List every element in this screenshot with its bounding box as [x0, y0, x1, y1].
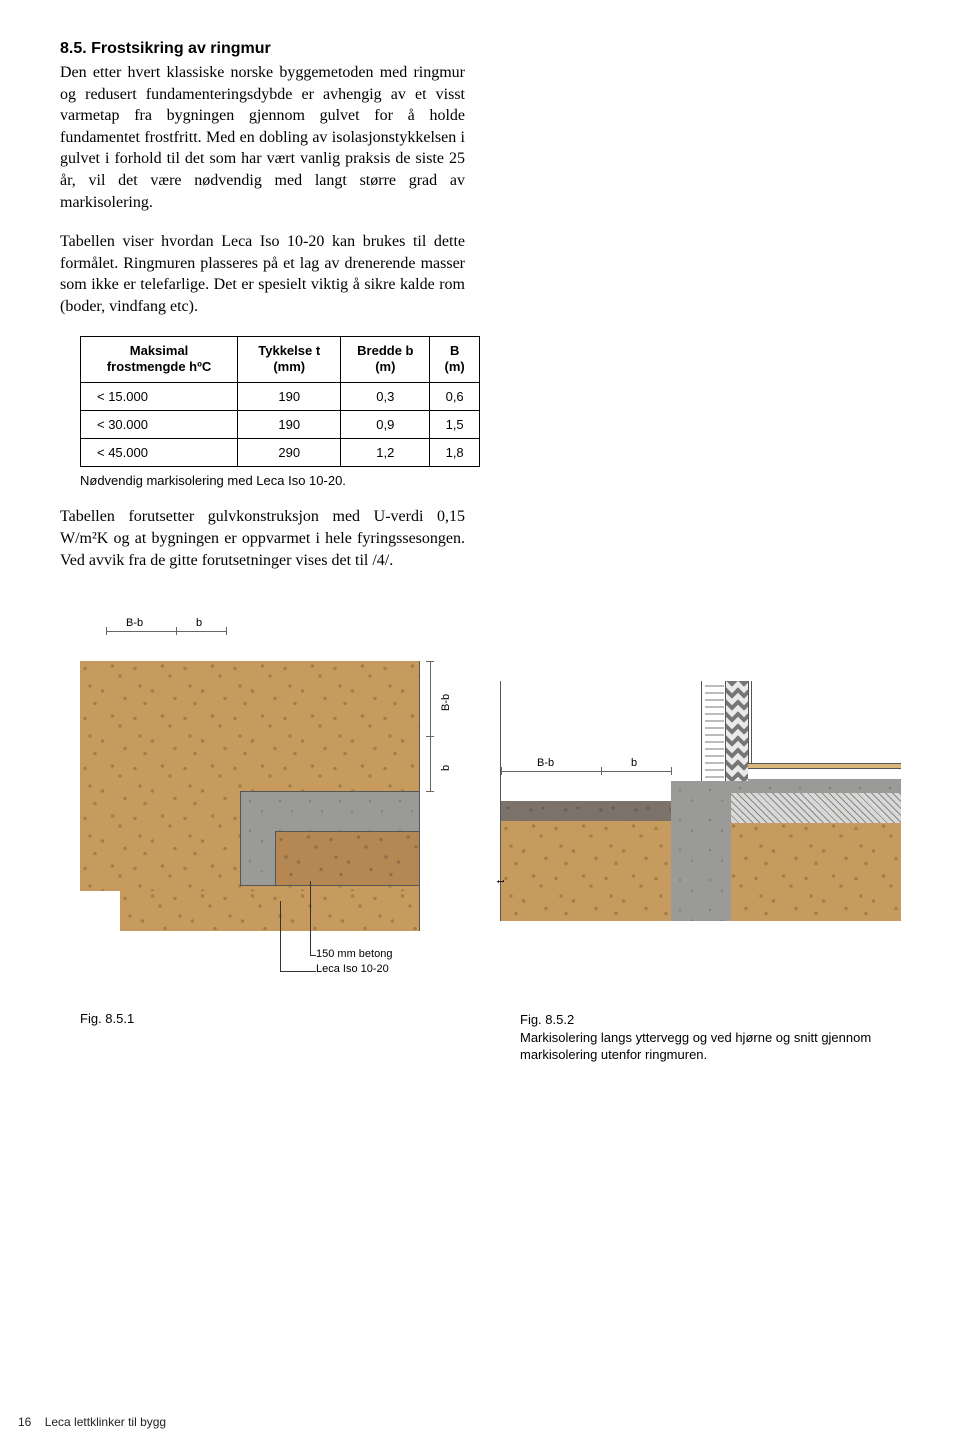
dim-line	[176, 631, 226, 632]
dim-line	[501, 771, 671, 772]
paragraph-2: Tabellen viser hvordan Leca Iso 10-20 ka…	[60, 231, 465, 317]
section-underslab-insulation	[731, 793, 901, 823]
cross-section-figure: t B-b b	[500, 681, 900, 921]
dim-tick	[671, 767, 672, 775]
dim-Bb-right: B-b	[440, 694, 452, 711]
col-header-0: Maksimal frostmengde hºC	[81, 336, 238, 383]
dim-Bb-section: B-b	[537, 757, 554, 769]
cell: < 15.000	[81, 383, 238, 411]
dim-line	[106, 631, 176, 632]
cell: 0,3	[341, 383, 430, 411]
page-number: 16	[18, 1415, 31, 1429]
col-header-3: B (m)	[430, 336, 480, 383]
section-footing	[671, 781, 731, 921]
footer-title: Leca lettklinker til bygg	[45, 1415, 166, 1429]
table-row: < 45.000 290 1,2 1,8	[81, 439, 480, 467]
cell: 190	[238, 411, 341, 439]
dim-b-section: b	[631, 757, 637, 769]
plan-inner-aggregate	[275, 831, 420, 886]
fig-851-caption: Fig. 8.5.1	[80, 1011, 134, 1026]
plan-step-bottom	[120, 891, 420, 931]
section-inner-lining	[748, 681, 752, 763]
fig-852-number: Fig. 8.5.2	[520, 1012, 574, 1027]
cell: 1,8	[430, 439, 480, 467]
frost-table: Maksimal frostmengde hºC Tykkelse t (mm)…	[80, 336, 480, 468]
dim-tick	[106, 627, 107, 635]
section-heading: 8.5. Frostsikring av ringmur	[60, 40, 900, 58]
paragraph-3: Tabellen forutsetter gulvkonstruksjon me…	[60, 506, 465, 571]
dim-line-v	[430, 736, 431, 791]
dim-line-v	[430, 661, 431, 736]
cell: 190	[238, 383, 341, 411]
fig-852-caption: Fig. 8.5.2 Markisolering langs yttervegg…	[520, 1011, 880, 1064]
table-row: < 15.000 190 0,3 0,6	[81, 383, 480, 411]
fig-852-text: Markisolering langs yttervegg og ved hjø…	[520, 1030, 871, 1063]
section-floor-finish	[748, 763, 901, 769]
plan-right-edge	[419, 661, 420, 931]
section-outer-wall	[701, 681, 726, 781]
dim-tick	[501, 767, 502, 775]
col-header-1: Tykkelse t (mm)	[238, 336, 341, 383]
cell: 290	[238, 439, 341, 467]
figures-area: B-b b 150 mm betong Leca Iso 10-20 B-b b	[60, 611, 900, 1041]
cell: 0,9	[341, 411, 430, 439]
dim-Bb-top: B-b	[126, 617, 143, 629]
section-slab	[731, 779, 901, 793]
cell: 0,6	[430, 383, 480, 411]
section-cladding-lines-icon	[705, 684, 724, 778]
cell: 1,2	[341, 439, 430, 467]
cell: < 45.000	[81, 439, 238, 467]
callout-leader-leca	[280, 901, 281, 971]
dim-tick	[226, 627, 227, 635]
dim-tick	[601, 767, 602, 775]
callout-hline	[280, 971, 316, 972]
dim-t: t	[495, 880, 507, 883]
table-caption: Nødvendig markisolering med Leca Iso 10-…	[80, 473, 900, 488]
plan-view-figure: 150 mm betong Leca Iso 10-20	[80, 641, 420, 961]
col-header-2: Bredde b (m)	[341, 336, 430, 383]
plan-step-cut	[80, 891, 120, 931]
paragraph-1: Den etter hvert klassiske norske byggeme…	[60, 62, 465, 213]
table-row: < 30.000 190 0,9 1,5	[81, 411, 480, 439]
dim-b-top: b	[196, 617, 202, 629]
callout-hline	[310, 955, 316, 956]
dim-b-right: b	[440, 765, 452, 771]
callout-leca: Leca Iso 10-20	[316, 963, 389, 975]
section-wall-insulation	[726, 681, 748, 781]
callout-betong: 150 mm betong	[316, 948, 392, 960]
dim-tick	[426, 661, 434, 662]
cell: < 30.000	[81, 411, 238, 439]
section-paving	[501, 801, 671, 821]
page-footer: 16 Leca lettklinker til bygg	[18, 1415, 166, 1429]
cell: 1,5	[430, 411, 480, 439]
callout-leader-betong	[310, 881, 311, 956]
dim-tick	[426, 791, 434, 792]
